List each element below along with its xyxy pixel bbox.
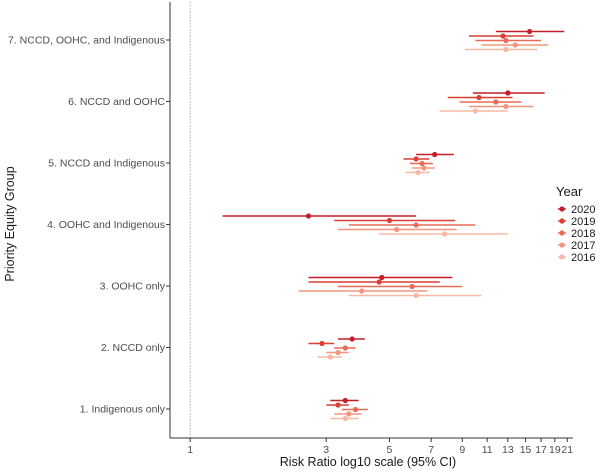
y-tick-label: 4. OOHC and Indigenous bbox=[47, 219, 165, 231]
y-tick-label: 1. Indigenous only bbox=[80, 404, 166, 416]
legend-label: 2019 bbox=[571, 216, 595, 228]
point-estimate bbox=[386, 217, 393, 224]
legend-label: 2020 bbox=[571, 204, 595, 216]
series-2018 bbox=[334, 37, 542, 413]
point-estimate bbox=[327, 354, 333, 360]
point-estimate bbox=[305, 213, 312, 219]
point-estimate bbox=[500, 33, 506, 39]
y-tick-label: 5. NCCD and Indigenous bbox=[48, 158, 165, 170]
point-estimate bbox=[415, 169, 421, 176]
point-estimate bbox=[394, 226, 400, 233]
point-estimate bbox=[419, 160, 425, 167]
series-2016 bbox=[317, 46, 538, 422]
point-estimate bbox=[512, 42, 518, 48]
point-estimate bbox=[413, 292, 419, 299]
point-estimate bbox=[472, 108, 478, 114]
point-estimate bbox=[319, 340, 325, 347]
legend-key-point bbox=[559, 254, 565, 260]
legend-label: 2017 bbox=[571, 240, 595, 252]
y-tick-label: 3. OOHC only bbox=[100, 281, 166, 293]
point-estimate bbox=[335, 402, 341, 408]
point-estimate bbox=[409, 283, 415, 290]
point-estimate bbox=[346, 411, 352, 417]
point-estimate bbox=[503, 46, 509, 53]
point-estimate bbox=[413, 156, 419, 162]
x-axis: 1 3 5 7 9 11 13 15 17 19 21 bbox=[170, 437, 573, 456]
x-tick-label: 9 bbox=[459, 444, 465, 456]
point-estimate bbox=[413, 222, 419, 228]
point-estimate bbox=[493, 99, 499, 105]
point-estimate bbox=[376, 279, 382, 285]
x-tick-label: 1 bbox=[187, 444, 193, 456]
series-2020 bbox=[222, 28, 565, 404]
legend-key-point bbox=[559, 230, 565, 236]
x-axis-title: Risk Ratio log10 scale (95% CI) bbox=[280, 455, 456, 469]
x-tick-label: 21 bbox=[561, 444, 573, 456]
legend-key-point bbox=[559, 218, 565, 224]
point-estimate bbox=[349, 336, 355, 342]
series-2017 bbox=[298, 42, 549, 417]
point-estimate bbox=[476, 94, 482, 101]
point-estimate bbox=[505, 90, 511, 96]
point-estimate bbox=[342, 345, 348, 351]
y-tick-label: 6. NCCD and OOHC bbox=[68, 96, 165, 108]
point-estimate bbox=[421, 165, 427, 171]
legend-key-point bbox=[559, 206, 565, 212]
x-tick-label: 11 bbox=[482, 444, 493, 456]
legend-label: 2018 bbox=[571, 228, 595, 240]
point-estimate bbox=[335, 349, 341, 356]
point-estimate bbox=[503, 37, 509, 44]
x-tick-label: 19 bbox=[549, 444, 561, 456]
point-estimate bbox=[441, 231, 448, 237]
legend-key-point bbox=[559, 242, 565, 248]
x-tick-label: 7 bbox=[428, 444, 434, 456]
point-estimate bbox=[352, 406, 359, 413]
x-tick-label: 15 bbox=[520, 444, 532, 456]
point-estimate bbox=[432, 151, 438, 158]
series-2019 bbox=[308, 33, 534, 408]
y-tick-label: 7. NCCD, OOHC, and Indigenous bbox=[8, 35, 165, 47]
point-estimate bbox=[359, 288, 365, 294]
point-estimate bbox=[503, 103, 509, 110]
plot-area bbox=[189, 2, 565, 438]
x-tick-label: 13 bbox=[502, 444, 514, 456]
point-estimate bbox=[342, 415, 348, 422]
y-axis: 1. Indigenous only 2. NCCD only 3. OOHC on… bbox=[8, 2, 171, 438]
y-tick-label: 2. NCCD only bbox=[101, 342, 166, 354]
point-estimate bbox=[342, 397, 348, 404]
x-tick-label: 3 bbox=[323, 444, 329, 456]
x-tick-label: 5 bbox=[387, 444, 393, 456]
x-tick-label: 17 bbox=[535, 444, 547, 456]
point-estimate bbox=[527, 28, 533, 35]
point-estimate bbox=[379, 274, 385, 281]
legend-title: Year bbox=[556, 184, 583, 199]
legend-label: 2016 bbox=[571, 252, 595, 264]
y-axis-title: Priority Equity Group bbox=[3, 166, 17, 281]
